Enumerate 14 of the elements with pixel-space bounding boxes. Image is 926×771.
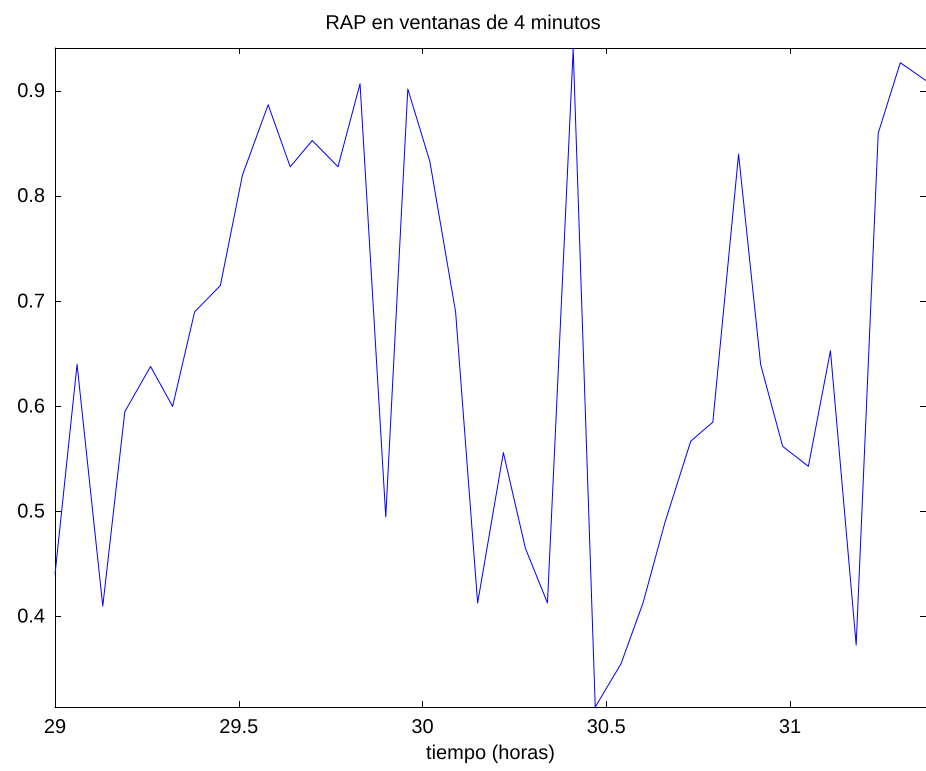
y-tick-label: 0.8	[17, 185, 45, 208]
x-tick-label: 30	[411, 716, 434, 738]
line-series	[54, 48, 926, 708]
y-tick-label: 0.6	[17, 395, 45, 418]
y-tick-label: 0.7	[17, 290, 45, 312]
x-tick-label: 30.5	[586, 716, 626, 738]
x-tick-label: 31	[778, 716, 802, 738]
chart-title: RAP en ventanas de 4 minutos	[325, 12, 601, 34]
x-tick-label: 29	[44, 716, 66, 738]
y-tick-label: 0.9	[17, 80, 45, 102]
y-tick-label: 0.5	[17, 500, 45, 523]
x-axis-title: tiempo (horas)	[426, 742, 555, 764]
x-tick-label: 29.5	[219, 716, 258, 738]
y-tick-label: 0.4	[17, 606, 45, 628]
